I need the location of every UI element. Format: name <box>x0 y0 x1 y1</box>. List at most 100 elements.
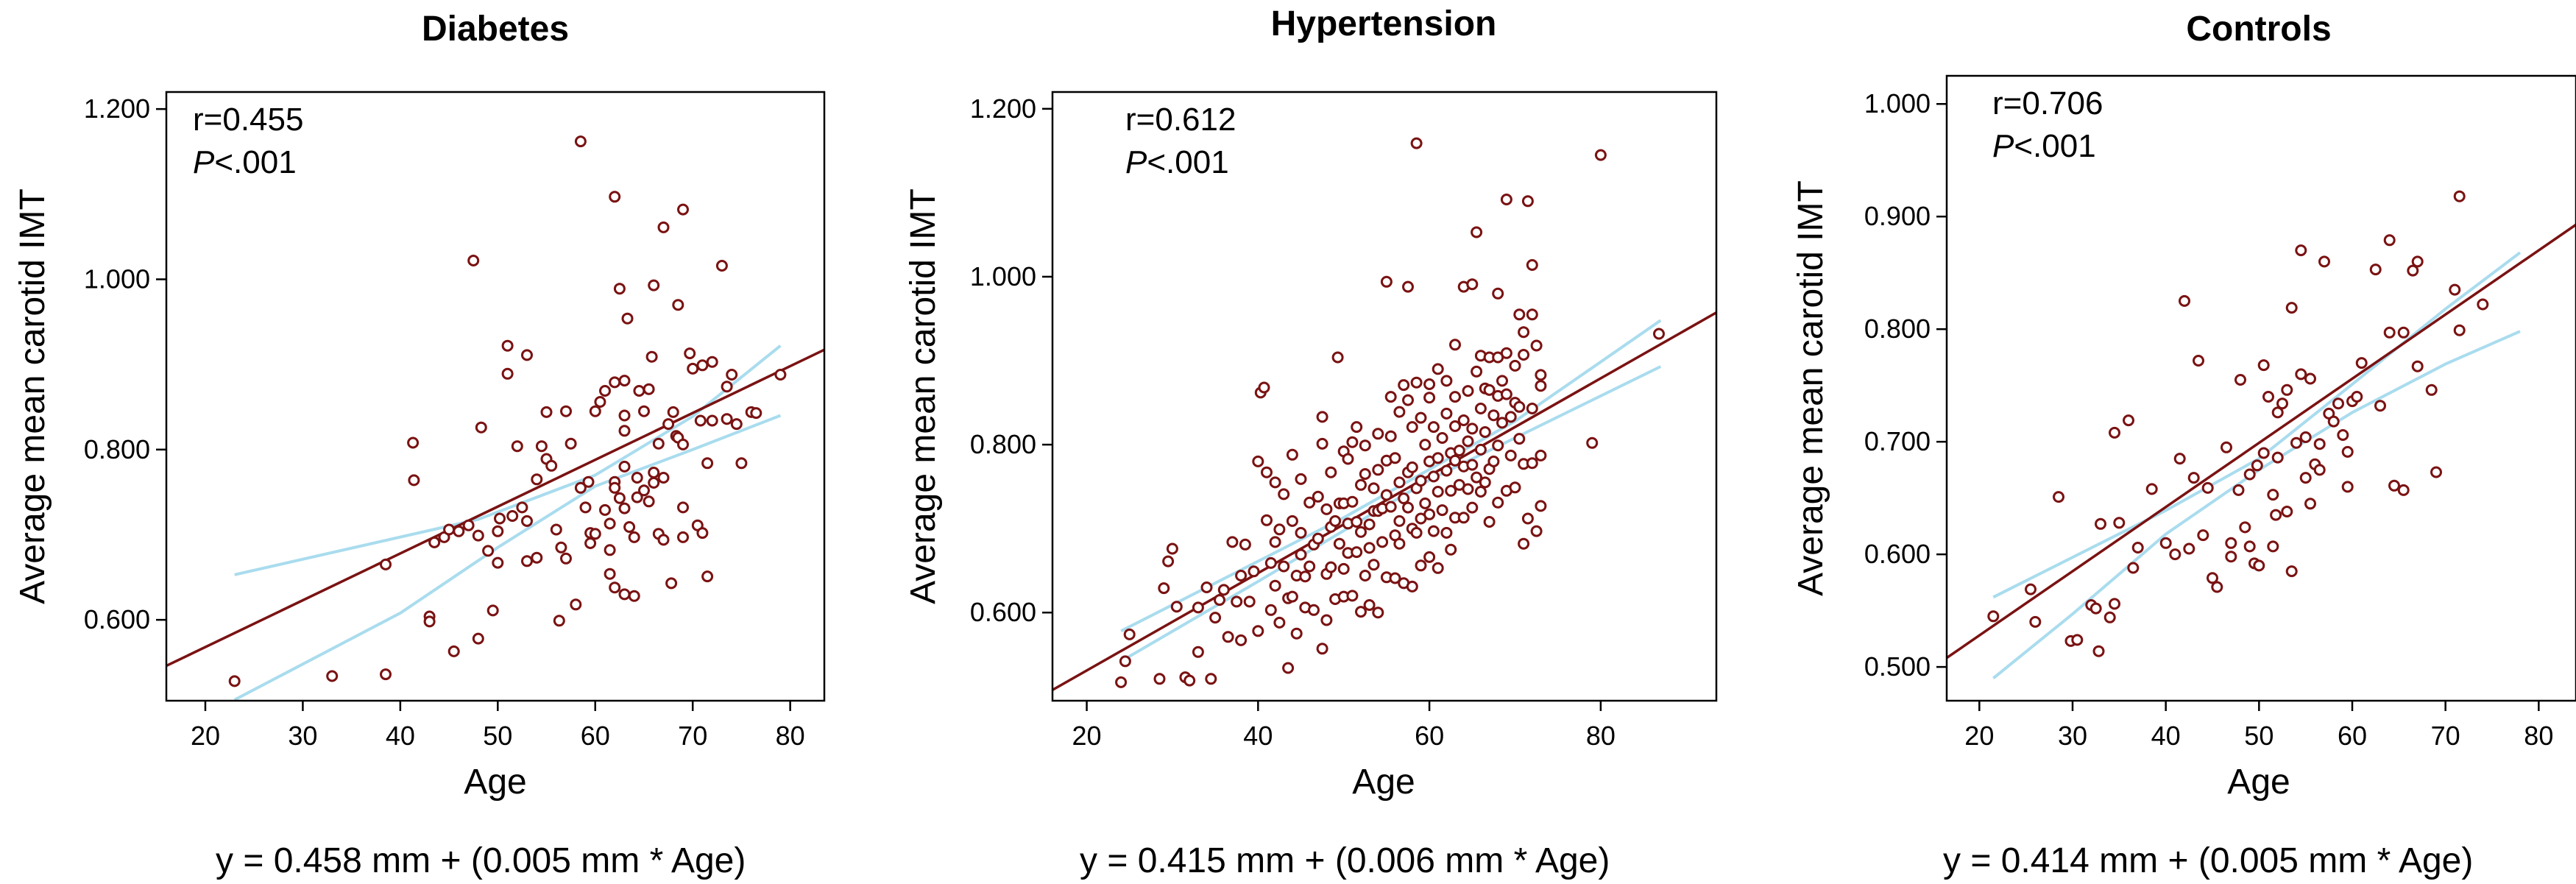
data-point <box>1367 482 1380 495</box>
x-tick-label: 80 <box>776 721 805 751</box>
data-point <box>643 495 655 508</box>
data-point <box>1398 379 1410 392</box>
stat-r: r=0.455 <box>193 102 303 138</box>
data-point <box>665 577 678 590</box>
data-point <box>1474 486 1487 498</box>
data-point <box>1423 392 1436 404</box>
data-point <box>2449 283 2461 296</box>
data-point <box>628 531 640 543</box>
data-point <box>2299 472 2312 484</box>
data-point <box>423 615 436 628</box>
y-tick-label: 0.600 <box>84 604 150 634</box>
data-point <box>774 369 787 381</box>
data-point <box>1329 515 1342 527</box>
data-point <box>1384 391 1397 403</box>
regression-line <box>1052 311 1716 691</box>
data-point <box>1286 515 1298 527</box>
data-point <box>1402 501 1414 514</box>
data-point <box>2095 517 2106 530</box>
data-point <box>2053 491 2064 503</box>
data-point <box>621 312 634 325</box>
data-point <box>1235 634 1248 646</box>
ci-upper-line <box>1120 319 1662 633</box>
x-tick-label: 20 <box>1072 721 1102 751</box>
data-point <box>1346 495 1359 508</box>
stat-p-value: <.001 <box>2014 128 2095 164</box>
regression-equation: y = 0.415 mm + (0.006 mm * Age) <box>1080 841 1610 880</box>
data-point <box>380 558 392 570</box>
data-point <box>1333 537 1345 550</box>
data-point <box>2383 234 2396 247</box>
y-tick-label: 1.000 <box>84 264 150 294</box>
y-tick-label: 0.800 <box>84 434 150 464</box>
ci-lower-line <box>233 414 782 701</box>
data-point <box>1526 259 1538 271</box>
data-point <box>1359 439 1371 452</box>
data-point <box>1355 606 1367 618</box>
plot-frame <box>1945 74 2576 702</box>
data-point <box>2169 548 2182 561</box>
data-point <box>1351 516 1363 528</box>
data-point <box>1278 560 1290 573</box>
data-point <box>475 421 487 434</box>
data-point <box>657 534 670 546</box>
x-tick-label: 60 <box>581 721 610 751</box>
chart-title: Controls <box>2186 10 2331 49</box>
data-point <box>1372 464 1384 476</box>
data-point <box>2267 489 2279 501</box>
data-point <box>1432 486 1444 498</box>
data-point <box>2397 484 2410 496</box>
data-point <box>2225 551 2237 563</box>
data-point <box>1466 501 1479 514</box>
data-point <box>1235 570 1248 581</box>
data-point <box>657 472 670 484</box>
data-point <box>447 645 460 657</box>
data-point <box>501 367 514 380</box>
data-point <box>730 418 743 431</box>
y-tick-label: 0.800 <box>1864 314 1931 344</box>
data-point <box>1526 457 1538 470</box>
data-point <box>638 484 650 497</box>
chart-title: Hypertension <box>1271 4 1497 43</box>
data-point <box>1393 515 1406 527</box>
data-point <box>1231 595 1243 608</box>
data-point <box>599 385 611 397</box>
data-point <box>1261 514 1273 526</box>
plot-area <box>1947 190 2576 679</box>
data-point <box>1320 503 1333 515</box>
data-point <box>2243 540 2256 553</box>
data-point <box>2193 355 2204 367</box>
data-point <box>579 501 592 514</box>
data-point <box>618 460 631 473</box>
data-point <box>2411 360 2424 372</box>
x-axis-label: Age <box>464 763 526 802</box>
data-point <box>2207 572 2218 584</box>
data-point <box>1308 604 1320 616</box>
data-point <box>631 491 643 503</box>
plot-area <box>1052 137 1716 691</box>
data-point <box>2103 611 2116 623</box>
data-point <box>1325 561 1337 573</box>
data-point <box>2285 302 2298 314</box>
y-tick-label: 0.600 <box>1864 539 1931 569</box>
data-point <box>1303 496 1316 509</box>
data-point <box>1987 610 2000 623</box>
data-point <box>2271 451 2284 464</box>
data-point <box>2159 537 2172 549</box>
data-point <box>1427 525 1440 537</box>
data-point <box>696 359 709 372</box>
data-point <box>1402 280 1414 293</box>
data-point <box>1363 542 1376 554</box>
data-point <box>1466 278 1479 291</box>
data-point <box>1158 582 1170 595</box>
data-point <box>2234 374 2246 386</box>
data-point <box>472 529 484 542</box>
data-point <box>633 385 645 397</box>
data-point <box>1487 409 1500 422</box>
x-tick-label: 60 <box>2338 721 2367 751</box>
data-point <box>623 521 636 533</box>
x-tick-label: 50 <box>483 721 512 751</box>
data-point <box>1449 420 1461 432</box>
data-point <box>1380 275 1393 288</box>
x-tick-label: 80 <box>1586 721 1616 751</box>
